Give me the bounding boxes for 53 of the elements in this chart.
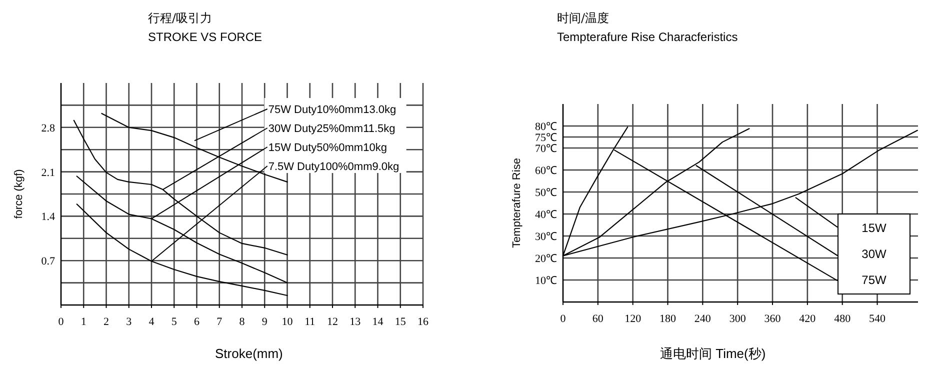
x-tick-label: 9: [262, 316, 268, 328]
x-tick-label: 10: [282, 316, 294, 328]
x-tick-label: 14: [372, 316, 384, 328]
x-tick-label: 16: [418, 316, 429, 328]
x-axis-title: Stroke(mm): [215, 346, 283, 361]
y-tick-label: 20℃: [535, 253, 557, 265]
x-tick-label: 7: [216, 316, 223, 328]
x-tick-label: 180: [660, 313, 677, 325]
x-tick-label: 11: [304, 316, 316, 328]
chart-title: 时间/温度: [557, 11, 610, 25]
x-tick-label: 13: [350, 316, 362, 328]
x-tick-label: 240: [694, 313, 712, 325]
chart-subtitle: Tempterafure Rise Characferistics: [557, 30, 738, 44]
y-tick-label: 40℃: [535, 209, 557, 221]
x-tick-label: 15: [394, 316, 406, 328]
x-tick-label: 6: [194, 316, 200, 328]
y-tick-label: 0.7: [41, 256, 56, 268]
x-axis-title: 通电时间 Time(秒): [660, 346, 766, 361]
y-axis-title: force (kgf): [13, 169, 25, 219]
x-tick-label: 540: [869, 313, 886, 325]
x-tick-label: 1: [80, 316, 86, 328]
x-tick-label: 2: [104, 316, 109, 328]
y-tick-label: 30℃: [535, 231, 557, 243]
legend: 15W 30W 75W: [838, 214, 910, 294]
y-tick-label: 10℃: [535, 275, 557, 287]
x-tick-label: 420: [799, 313, 816, 325]
x-tick-label: 3: [126, 316, 132, 328]
x-tick-label: 120: [624, 313, 642, 325]
x-tick-label: 0: [560, 313, 566, 325]
x-tick-label: 8: [239, 316, 246, 328]
annotation: 75W Duty10%0mm13.0kg: [268, 104, 396, 116]
y-tick-label: 80℃: [535, 121, 557, 133]
y-tick-label: 2.8: [41, 122, 56, 134]
x-tick-label: 5: [171, 316, 178, 328]
annotation: 30W Duty25%0mm11.5kg: [268, 123, 396, 135]
annotation: 7.5W Duty100%0mm9.0kg: [268, 161, 400, 173]
x-tick-label: 12: [327, 316, 338, 328]
x-tick-label: 4: [148, 316, 155, 328]
x-tick-label: 300: [729, 313, 746, 325]
y-tick-label: 2.1: [41, 166, 55, 179]
y-tick-label: 1.4: [41, 211, 56, 224]
y-tick-label: 60℃: [535, 165, 557, 177]
y-tick-label: 70℃: [535, 143, 557, 155]
x-tick-label: 480: [834, 313, 852, 325]
chart-title: 行程/吸引力: [148, 11, 212, 25]
y-axis-title: Tempterafure Rise: [511, 158, 523, 248]
y-tick-label: 75℃: [535, 132, 557, 144]
x-tick-label: 360: [764, 313, 782, 325]
x-tick-label: 0: [58, 316, 64, 328]
y-tick-label: 50℃: [535, 187, 557, 199]
chart-subtitle: STROKE VS FORCE: [148, 30, 262, 44]
x-tick-label: 60: [592, 313, 604, 325]
annotation: 15W Duty50%0mm10kg: [268, 142, 387, 154]
